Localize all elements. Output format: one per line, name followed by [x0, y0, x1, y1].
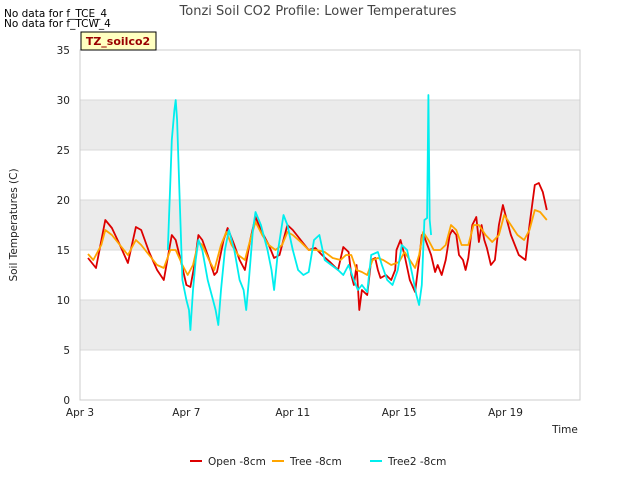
x-tick-label: Apr 11: [275, 407, 310, 419]
y-tick-label: 25: [57, 145, 70, 157]
series-lines: [87, 94, 548, 331]
y-tick-label: 15: [57, 245, 70, 257]
legend-label: Tree2 -8cm: [387, 456, 446, 468]
site-tag[interactable]: TZ_soilco2: [80, 31, 157, 51]
legend-item-2[interactable]: Tree -8cm: [272, 456, 342, 468]
site-tag-box: [80, 31, 157, 51]
x-tick-label: Apr 15: [382, 407, 417, 419]
y-tick-label: 10: [57, 295, 70, 307]
y-tick-label: 5: [63, 345, 70, 357]
legend: Open -8cm Tree -8cm Tree2 -8cm: [190, 456, 446, 468]
plot-bands: [80, 100, 580, 350]
legend-item-3[interactable]: Tree2 -8cm: [370, 456, 446, 468]
y-axis-label: Soil Temperatures (C): [8, 168, 20, 281]
y-tick-label: 0: [63, 395, 70, 407]
series-line-1: [87, 182, 548, 311]
site-tag-label: TZ_soilco2: [86, 35, 150, 48]
band-0: [80, 300, 580, 350]
y-tick-labels: 0 5 10 15 20 25 30 35: [57, 45, 70, 407]
no-data-message-2: No data for f_TCW_4: [4, 18, 111, 30]
x-tick-labels: Apr 3 Apr 7 Apr 11 Apr 15 Apr 19: [66, 407, 523, 419]
legend-item-1[interactable]: Open -8cm: [190, 456, 266, 468]
x-tick-label: Apr 7: [172, 407, 200, 419]
series-line-2: [87, 209, 548, 276]
plot-frame: [79, 49, 581, 401]
y-tick-label: 20: [57, 195, 70, 207]
x-axis-label: Time: [551, 424, 578, 436]
y-tick-label: 35: [57, 45, 70, 57]
x-tick-label: Apr 3: [66, 407, 94, 419]
legend-label: Open -8cm: [208, 456, 266, 468]
series-line-3: [166, 94, 432, 331]
no-data-message-1: No data for f_TCE_4: [4, 8, 108, 20]
chart-title: Tonzi Soil CO2 Profile: Lower Temperatur…: [179, 4, 457, 19]
legend-label: Tree -8cm: [289, 456, 342, 468]
y-tick-label: 30: [57, 95, 70, 107]
band-2: [80, 100, 580, 150]
x-tick-label: Apr 19: [488, 407, 523, 419]
band-1: [80, 200, 580, 250]
